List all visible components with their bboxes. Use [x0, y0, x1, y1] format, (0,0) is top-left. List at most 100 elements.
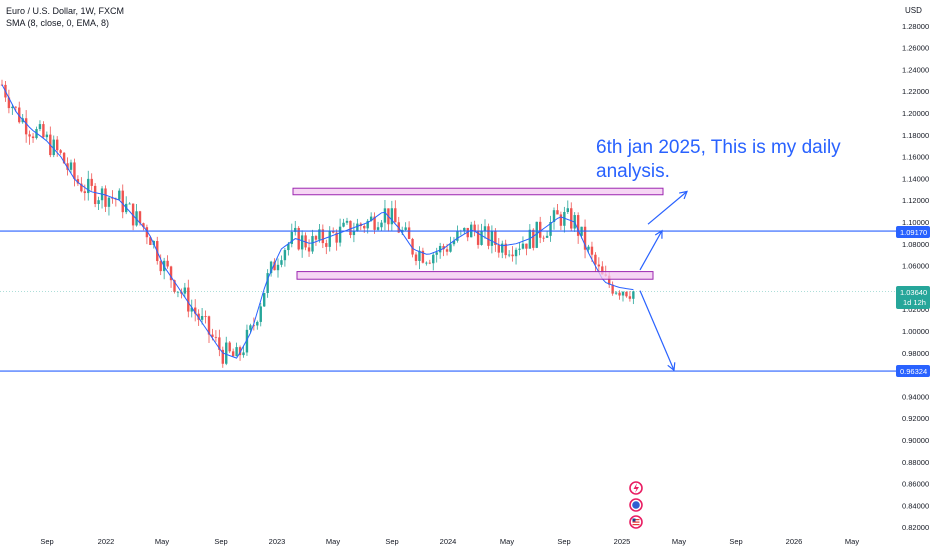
- candle-body: [425, 262, 428, 264]
- time-tick-label: 2025: [614, 537, 631, 546]
- candle: [432, 252, 435, 271]
- candle-body: [7, 97, 11, 109]
- candle: [93, 183, 97, 208]
- candle-body: [438, 245, 442, 253]
- projection-arrow-head: [654, 229, 663, 239]
- candle-body: [352, 231, 356, 236]
- candle: [428, 259, 431, 265]
- candle-body: [93, 185, 97, 205]
- candle: [387, 208, 390, 232]
- candle-body: [483, 226, 487, 231]
- candle: [104, 185, 107, 212]
- candle: [228, 341, 231, 354]
- candle: [359, 222, 362, 231]
- candle-body: [204, 316, 207, 317]
- candle: [345, 217, 349, 225]
- candle-body: [83, 191, 86, 194]
- candle: [38, 120, 42, 132]
- candle: [125, 196, 128, 215]
- candle-body: [335, 232, 338, 243]
- candle: [407, 221, 411, 240]
- candle: [280, 255, 283, 268]
- candle: [518, 242, 521, 256]
- candle: [28, 130, 31, 145]
- candle: [131, 203, 135, 231]
- candle-body: [221, 349, 224, 364]
- candle-body: [242, 352, 245, 356]
- price-tick-label: 1.18000: [902, 131, 929, 140]
- candle-body: [587, 246, 590, 250]
- candle-body: [121, 190, 124, 213]
- candle-body: [463, 227, 466, 231]
- annotation-line-2: analysis.: [596, 161, 670, 182]
- candle-body: [435, 252, 438, 255]
- candle-body: [200, 316, 204, 320]
- lightning-event-icon[interactable]: [629, 481, 643, 495]
- candle: [473, 220, 476, 237]
- time-tick-label: 2026: [786, 537, 803, 546]
- candle: [570, 202, 573, 232]
- candle-body: [532, 229, 535, 248]
- candle-body: [432, 254, 435, 264]
- range-zone: [296, 271, 654, 280]
- price-tick-label: 0.84000: [902, 501, 929, 510]
- candle: [442, 243, 445, 257]
- candle-body: [280, 260, 283, 265]
- candle-body: [173, 280, 176, 292]
- candle-body: [383, 208, 387, 223]
- candle: [42, 121, 45, 139]
- support-tag: [896, 365, 930, 377]
- candle: [204, 310, 207, 324]
- candle-body: [314, 236, 318, 240]
- candle-body: [318, 229, 321, 240]
- us-flag-event-icon[interactable]: [629, 515, 643, 529]
- candle-body: [245, 329, 249, 353]
- candle: [418, 246, 421, 270]
- range-zone: [292, 187, 664, 196]
- currency-label: USD: [905, 6, 922, 15]
- candle: [18, 101, 21, 124]
- candle-body: [287, 243, 290, 251]
- candle-body: [487, 226, 490, 246]
- candle-body: [494, 231, 497, 245]
- candle-body: [539, 221, 542, 238]
- candle: [625, 291, 628, 298]
- time-axis: Sep 2022 May Sep 2023 May Sep 2024 May Sep 2025 May…: [40, 537, 859, 546]
- candle-body: [338, 226, 342, 243]
- candle: [97, 196, 100, 210]
- candle: [59, 149, 62, 155]
- indicator-label[interactable]: SMA (8, close, 0, EMA, 8): [6, 18, 110, 28]
- candle-body: [142, 223, 145, 228]
- symbol-title[interactable]: Euro / U.S. Dollar, 1W, FXCM: [6, 6, 125, 16]
- candle-body: [601, 266, 604, 275]
- chart-legend: Euro / U.S. Dollar, 1W, FXCM SMA (8, clo…: [6, 5, 124, 29]
- candle-body: [625, 291, 628, 297]
- candle-body: [376, 227, 380, 230]
- earth-event-icon[interactable]: [629, 498, 643, 512]
- candle-body: [183, 287, 187, 294]
- price-tick-label: 1.24000: [902, 65, 929, 74]
- price-tick-label: 1.16000: [902, 153, 929, 162]
- candle-body: [256, 321, 259, 326]
- candle-body: [69, 162, 73, 170]
- candle-body: [307, 247, 311, 252]
- candle: [535, 221, 538, 249]
- candle: [438, 242, 442, 259]
- candle-body: [563, 211, 566, 226]
- candle-body: [332, 230, 335, 233]
- candle: [231, 348, 235, 357]
- time-tick-label: Sep: [557, 537, 570, 546]
- candle-body: [501, 243, 504, 253]
- candle: [383, 199, 387, 231]
- candle-body: [149, 237, 152, 246]
- candle-body: [614, 292, 618, 294]
- candle: [559, 211, 563, 231]
- candle-body: [31, 136, 35, 139]
- candle: [321, 224, 325, 249]
- projection-arrow-line: [639, 290, 675, 371]
- candle: [145, 224, 149, 245]
- candle-body: [214, 336, 218, 338]
- candle: [225, 336, 228, 366]
- candle-body: [366, 220, 369, 229]
